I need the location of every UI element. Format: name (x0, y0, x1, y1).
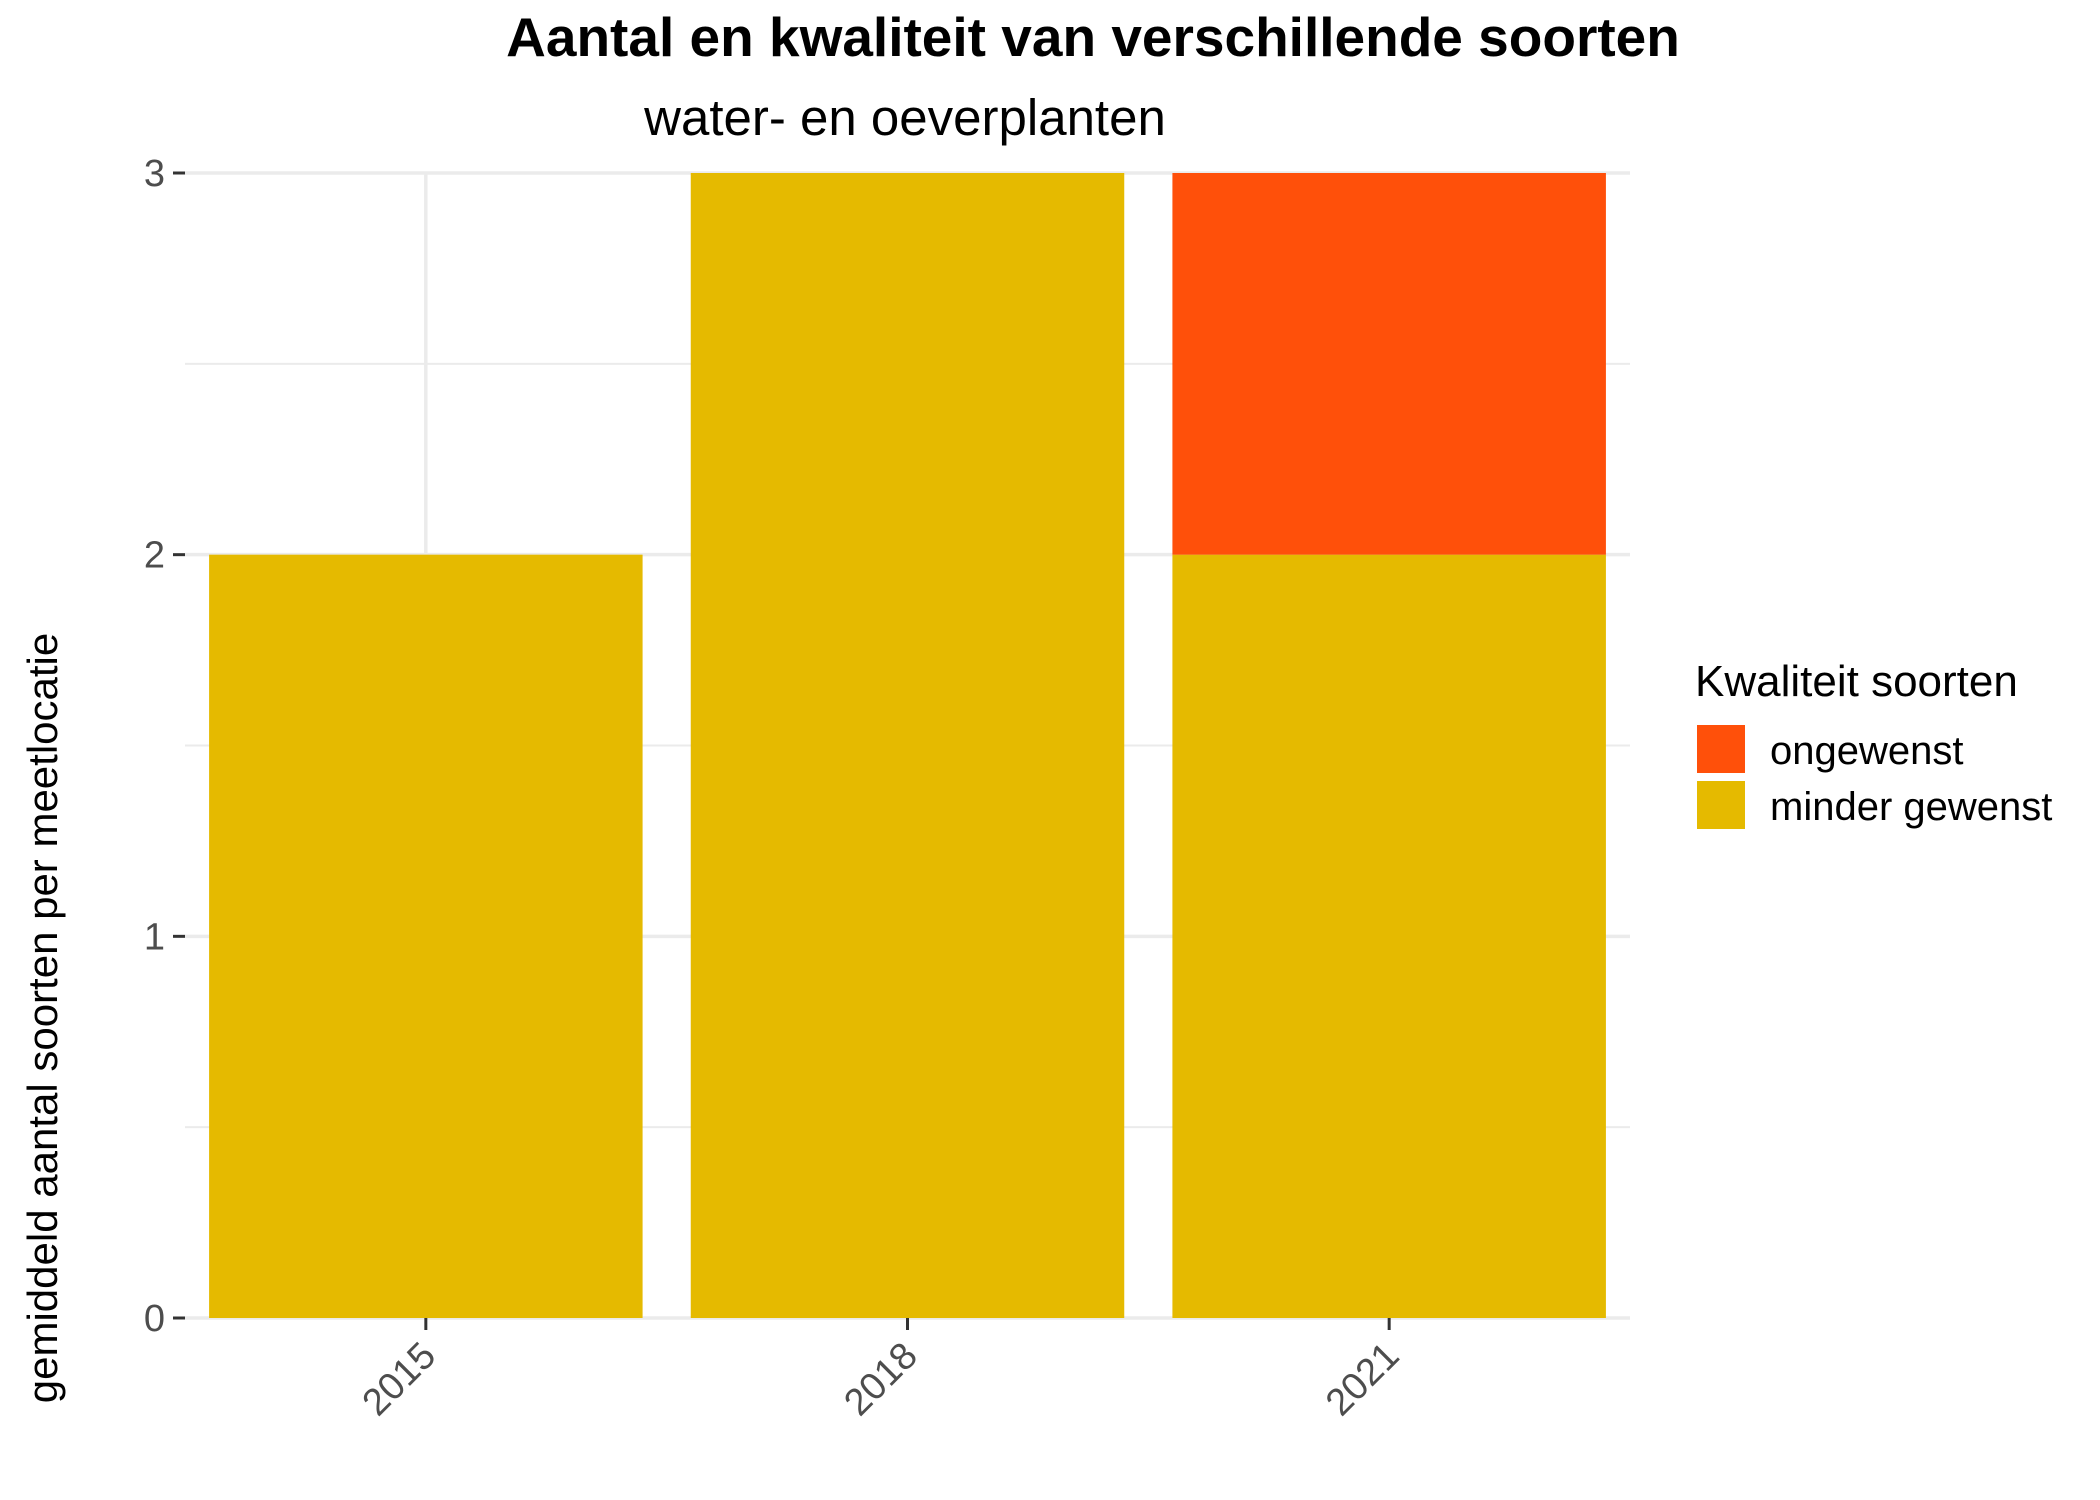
legend-label-ongewenst: ongewenst (1770, 729, 1963, 773)
bars (209, 173, 1606, 1318)
legend: Kwaliteit soorten ongewenst minder gewen… (1695, 657, 2052, 829)
y-tick-label: 2 (144, 535, 165, 577)
x-tick-label: 2021 (1318, 1335, 1407, 1424)
y-tick-label: 1 (144, 916, 165, 958)
bar-2018-minder-gewenst (690, 173, 1125, 1318)
y-axis-title: gemiddeld aantal soorten per meetlocatie (19, 633, 66, 1403)
bar-2021-ongewenst (1172, 173, 1606, 555)
chart-subtitle: water- en oeverplanten (643, 89, 1166, 146)
y-tick-label: 0 (144, 1298, 165, 1340)
x-tick-label: 2015 (355, 1335, 444, 1424)
legend-title: Kwaliteit soorten (1695, 657, 2018, 706)
bar-2021-minder-gewenst (1172, 554, 1606, 1318)
legend-swatch-minder-gewenst (1697, 781, 1745, 829)
bar-2015-minder-gewenst (209, 554, 643, 1318)
x-tick-label: 2018 (836, 1335, 925, 1424)
legend-label-minder-gewenst: minder gewenst (1770, 785, 2052, 829)
legend-swatch-ongewenst (1697, 725, 1745, 773)
chart-title: Aantal en kwaliteit van verschillende so… (506, 6, 1680, 68)
y-tick-label: 3 (144, 153, 165, 195)
